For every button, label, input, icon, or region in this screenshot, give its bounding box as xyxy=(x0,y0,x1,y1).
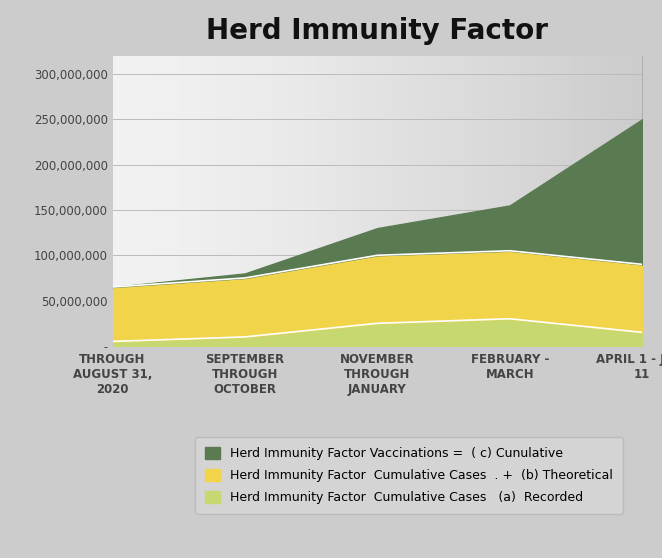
Legend: Herd Immunity Factor Vaccinations =  ( c) Cunulative, Herd Immunity Factor  Cumu: Herd Immunity Factor Vaccinations = ( c)… xyxy=(195,436,623,514)
Title: Herd Immunity Factor: Herd Immunity Factor xyxy=(207,17,548,45)
